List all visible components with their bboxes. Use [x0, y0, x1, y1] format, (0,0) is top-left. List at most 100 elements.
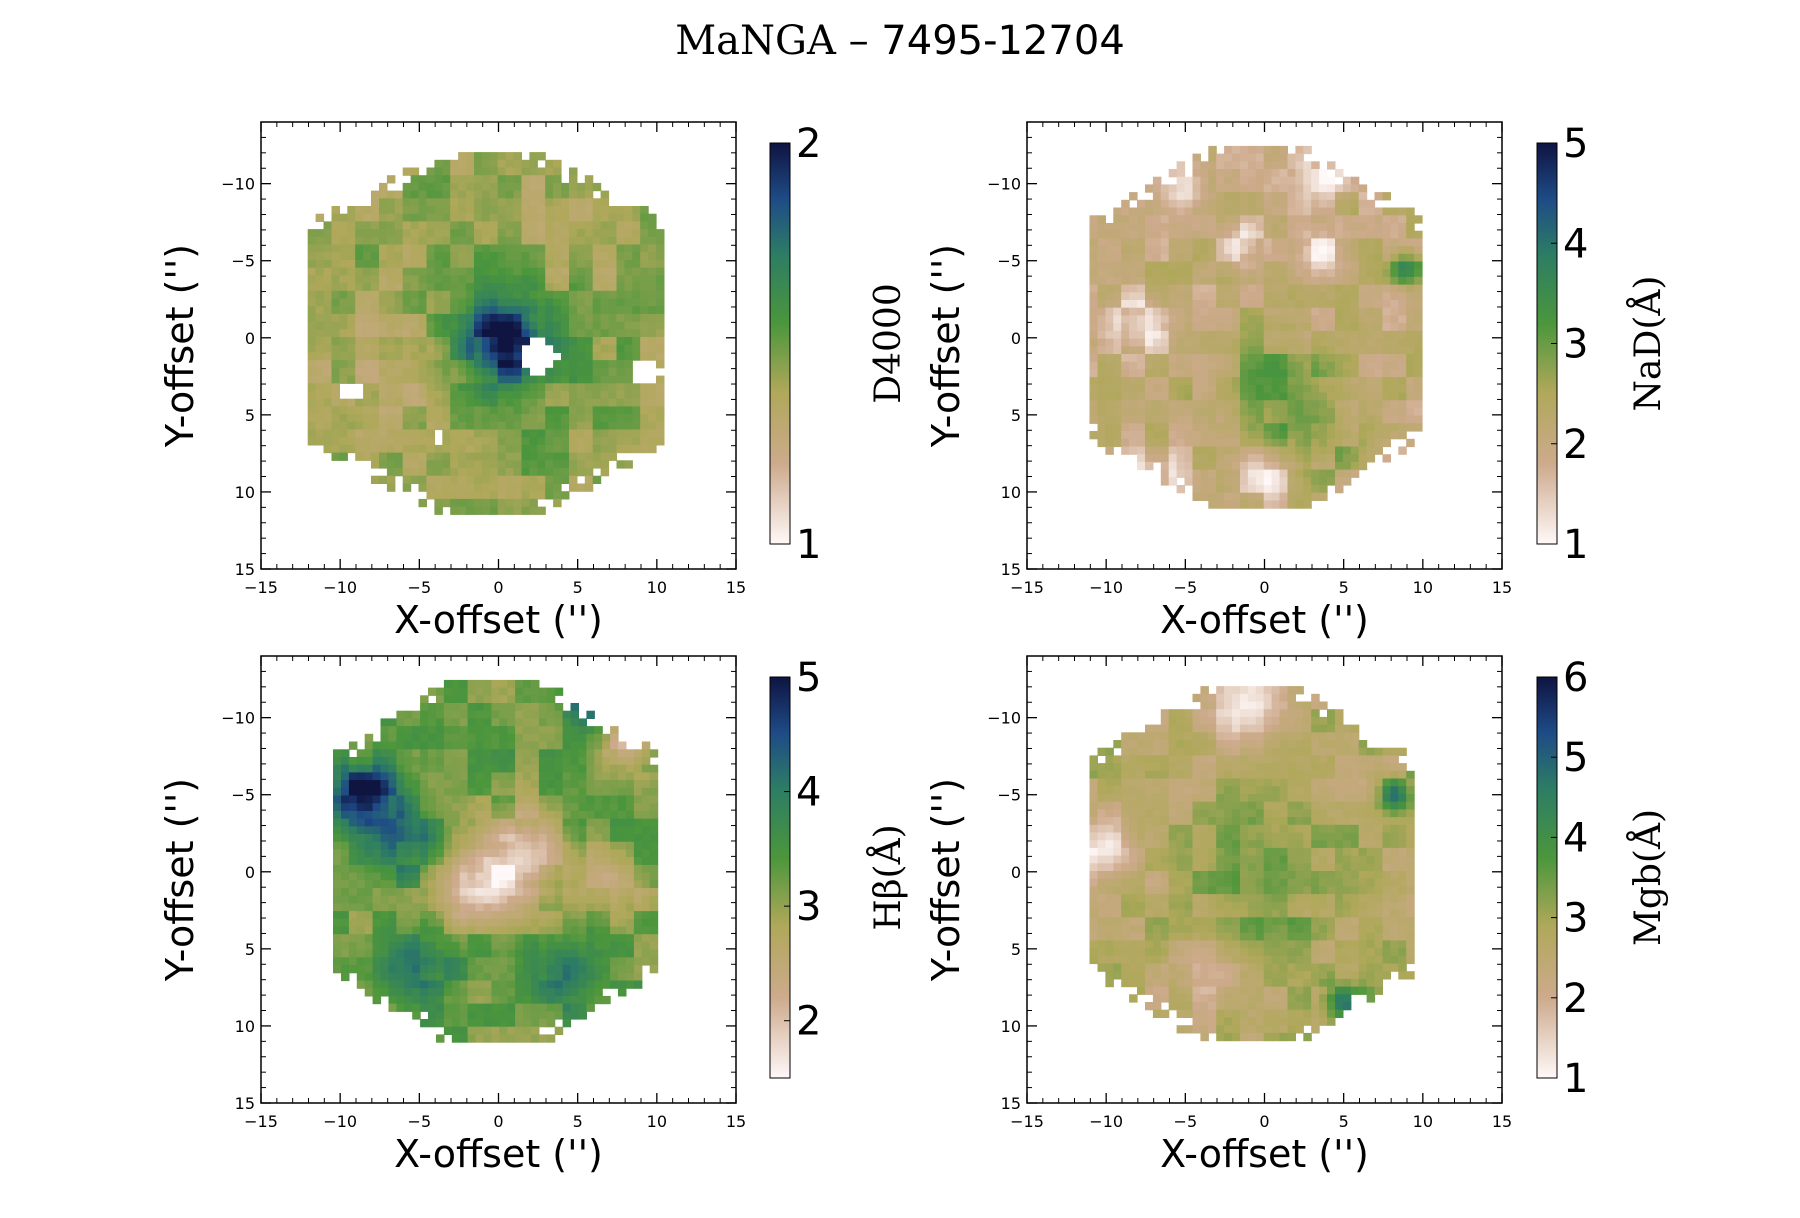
- spaxel: [1145, 400, 1154, 409]
- spaxel: [1192, 184, 1201, 193]
- spaxel: [426, 221, 435, 230]
- spaxel: [570, 934, 579, 943]
- spaxel: [428, 733, 437, 743]
- spaxel: [521, 367, 530, 377]
- x-tick-label: 5: [573, 578, 583, 597]
- spaxel: [1366, 338, 1376, 347]
- spaxel: [1200, 192, 1209, 201]
- spaxel: [1382, 346, 1391, 355]
- spaxel: [1263, 169, 1273, 178]
- spaxel: [379, 344, 388, 353]
- spaxel: [1224, 323, 1233, 332]
- spaxel: [483, 718, 492, 727]
- spaxel: [434, 452, 443, 461]
- spaxel: [1374, 438, 1383, 448]
- spaxel: [396, 834, 405, 843]
- spaxel: [505, 260, 515, 269]
- spaxel: [513, 475, 522, 484]
- spaxel: [474, 452, 483, 461]
- spaxel: [513, 182, 522, 192]
- spaxel: [616, 383, 625, 392]
- spaxel: [1232, 485, 1241, 494]
- spaxel: [523, 780, 532, 789]
- spaxel: [505, 414, 515, 423]
- spaxel: [499, 972, 508, 982]
- spaxel: [371, 260, 380, 269]
- spaxel: [436, 757, 445, 766]
- spaxel: [466, 260, 475, 269]
- spaxel: [1097, 292, 1106, 301]
- spaxel: [1406, 330, 1415, 340]
- spaxel: [523, 718, 532, 727]
- spaxel: [483, 1003, 492, 1012]
- spaxel: [618, 895, 627, 904]
- spaxel: [521, 375, 530, 384]
- spaxel: [1184, 300, 1193, 309]
- spaxel: [594, 934, 603, 943]
- spaxel: [586, 810, 595, 820]
- spaxel: [475, 695, 484, 704]
- spaxel: [1129, 276, 1138, 286]
- spaxel: [1184, 199, 1193, 209]
- spaxel: [426, 182, 435, 192]
- spaxel: [1216, 284, 1225, 293]
- spaxel: [1184, 323, 1193, 332]
- spaxel: [388, 749, 397, 758]
- spaxel: [459, 872, 469, 881]
- spaxel: [418, 290, 427, 300]
- spaxel: [499, 911, 508, 920]
- spaxel: [356, 795, 366, 804]
- spaxel: [483, 818, 492, 827]
- spaxel: [531, 1019, 540, 1028]
- spaxel: [1200, 492, 1209, 501]
- spaxel: [499, 810, 508, 820]
- spaxel: [1414, 400, 1423, 409]
- spaxel: [608, 329, 617, 338]
- spaxel: [451, 895, 461, 904]
- spaxel: [333, 803, 342, 812]
- spaxel: [474, 190, 483, 199]
- spaxel: [1350, 207, 1360, 216]
- spaxel: [505, 159, 515, 169]
- spaxel: [1342, 292, 1352, 301]
- spaxel: [505, 468, 515, 477]
- spaxel: [1255, 431, 1265, 440]
- spaxel: [379, 360, 388, 369]
- spaxel: [1121, 400, 1130, 409]
- spaxel: [561, 352, 570, 361]
- spaxel: [426, 460, 435, 469]
- spaxel: [467, 733, 477, 743]
- spaxel: [402, 321, 412, 330]
- spaxel: [1287, 354, 1296, 363]
- spaxel: [1303, 392, 1312, 401]
- spaxel: [436, 918, 445, 928]
- spaxel: [584, 475, 594, 484]
- spaxel: [523, 795, 532, 804]
- spaxel: [364, 941, 374, 951]
- spaxel: [1247, 492, 1257, 501]
- spaxel: [348, 957, 358, 966]
- spaxel: [475, 957, 484, 966]
- spaxel: [475, 803, 484, 812]
- spaxel: [436, 834, 445, 843]
- spaxel: [505, 275, 515, 284]
- spaxel: [499, 988, 508, 997]
- spaxel: [1145, 207, 1154, 216]
- spaxel: [1129, 246, 1138, 255]
- spaxel: [475, 726, 484, 735]
- spaxel: [499, 1034, 508, 1043]
- spaxel: [491, 949, 500, 958]
- spaxel: [1208, 431, 1217, 440]
- spaxel: [451, 764, 461, 773]
- spaxel: [1398, 330, 1407, 340]
- spaxel: [1414, 292, 1423, 301]
- spaxel: [624, 260, 633, 269]
- spaxel: [1192, 284, 1201, 293]
- spaxel: [491, 757, 500, 766]
- spaxel: [1279, 192, 1288, 201]
- spaxel: [570, 903, 579, 912]
- spaxel: [458, 167, 467, 176]
- spaxel: [1311, 346, 1320, 355]
